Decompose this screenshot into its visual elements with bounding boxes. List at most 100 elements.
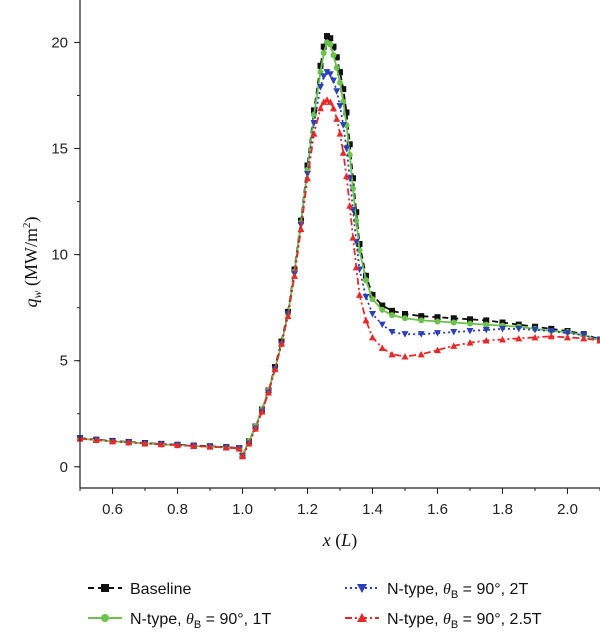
data-point (467, 316, 473, 323)
svg-text:N-type, θB = 90°, 2.5T: N-type, θB = 90°, 2.5T (387, 611, 542, 631)
data-point (317, 83, 324, 91)
data-point (235, 445, 243, 452)
data-point (483, 317, 490, 324)
y-axis-var: q (21, 299, 41, 308)
x-tick-label: 0.8 (167, 501, 188, 518)
data-point (450, 319, 457, 326)
data-point (531, 333, 539, 341)
data-point (320, 98, 328, 105)
data-point (466, 327, 474, 335)
data-point (531, 326, 539, 334)
data-point (417, 331, 425, 338)
data-point (336, 130, 344, 137)
legend-2t-sub: B (451, 589, 458, 601)
data-point (450, 342, 458, 349)
data-point (564, 333, 571, 341)
y-axis-title: qw (MW/m2) (21, 216, 44, 307)
data-point (284, 312, 292, 320)
data-point (343, 145, 350, 153)
legend-1t-suffix: = 90°, 1T (201, 611, 271, 628)
legend-1t-theta: θ (186, 611, 194, 628)
data-point (339, 149, 347, 156)
data-point (564, 330, 571, 337)
data-point (356, 291, 363, 298)
data-point (327, 35, 334, 42)
data-point (304, 174, 311, 182)
data-point (206, 443, 214, 450)
data-point (330, 52, 337, 59)
data-point (363, 272, 369, 279)
data-point (327, 41, 334, 48)
data-point (333, 54, 340, 61)
data-point (343, 109, 350, 116)
data-point (333, 64, 340, 71)
legend-item-1t: N-type, θB = 90°, 1T (88, 611, 271, 631)
legend-marker-triangle-up (357, 613, 367, 622)
data-point (515, 334, 523, 342)
data-point (245, 439, 253, 447)
data-point (467, 320, 473, 327)
legend-label-baseline: Baseline (130, 581, 191, 598)
data-point (369, 333, 376, 341)
legend-2-5t-theta: θ (443, 611, 451, 628)
data-point (310, 120, 318, 127)
data-point (434, 346, 441, 354)
data-point (353, 217, 360, 224)
data-point (482, 326, 490, 334)
data-point (434, 314, 441, 321)
data-point (350, 175, 356, 182)
data-point (401, 331, 409, 338)
legend-2-5t-suffix: = 90°, 2.5T (458, 611, 542, 628)
legend-1t-prefix: N-type, (130, 611, 186, 628)
legend-2-5t-prefix: N-type, (387, 611, 443, 628)
x-axis-title: x (L) (322, 530, 358, 551)
data-point (346, 202, 354, 209)
data-point (304, 170, 311, 178)
data-point (547, 332, 555, 340)
data-point (482, 337, 490, 344)
data-point (466, 339, 474, 346)
data-point (369, 296, 376, 303)
x-tick-label: 1.8 (492, 501, 513, 518)
data-point (323, 69, 331, 76)
data-point (346, 141, 353, 148)
legend: Baseline N-type, θB = 90°, 1T N-type, θB… (88, 581, 542, 631)
data-point (389, 307, 395, 314)
series-line (79, 34, 600, 459)
data-point (580, 334, 588, 342)
data-point (320, 73, 328, 80)
data-point (450, 329, 458, 336)
x-axis-var: x (322, 530, 331, 550)
y-tick-label: 20 (51, 34, 68, 51)
data-point (388, 329, 396, 336)
x-tick-label: 1.6 (427, 501, 448, 518)
series-2 (76, 69, 600, 460)
data-point (125, 438, 133, 446)
data-point (499, 335, 506, 343)
y-axis-unit: MW/m (21, 228, 41, 280)
data-point (483, 321, 490, 328)
data-point (362, 316, 370, 324)
x-tick-label: 1.2 (297, 501, 318, 518)
data-point (258, 408, 266, 415)
legend-marker-square (101, 584, 109, 592)
data-point (320, 43, 327, 50)
data-point (356, 247, 363, 254)
x-axis-unit: L (340, 530, 351, 550)
legend-1t-sub: B (194, 619, 201, 631)
data-point (418, 317, 425, 324)
data-point (330, 77, 337, 85)
data-point (417, 350, 425, 358)
data-point (369, 291, 376, 298)
data-point (330, 43, 337, 50)
data-point (379, 306, 386, 313)
data-point (330, 104, 337, 112)
data-point (222, 443, 230, 451)
svg-text:N-type, θB = 90°, 2T: N-type, θB = 90°, 2T (387, 581, 528, 601)
y-axis-sub: w (30, 290, 44, 298)
data-point (92, 436, 100, 444)
y-tick-label: 0 (60, 459, 68, 476)
data-point (389, 312, 395, 319)
series-layer (76, 33, 600, 460)
